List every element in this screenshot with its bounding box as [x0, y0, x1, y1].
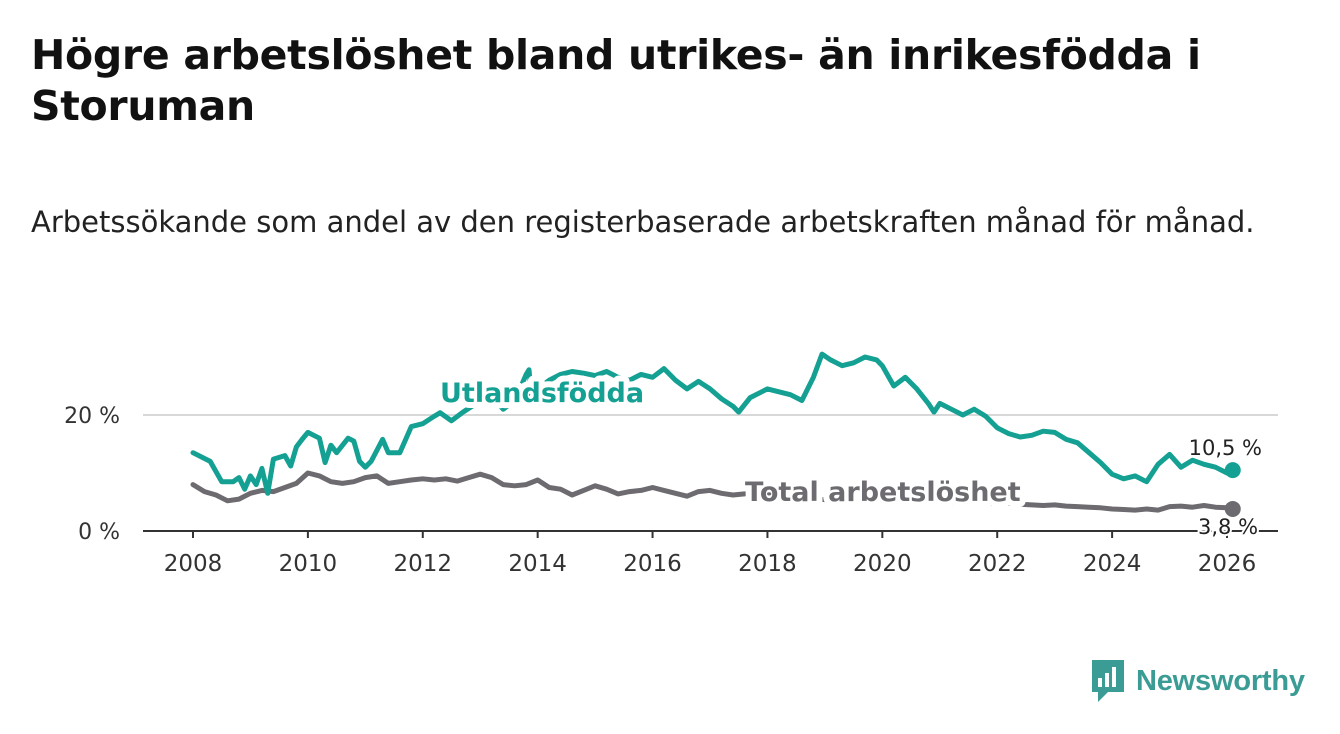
y-tick-label: 20 % — [64, 404, 120, 429]
series-line-utlandsfodda — [190, 351, 1236, 496]
chart-subtitle: Arbetssökande som andel av den registerb… — [31, 205, 1255, 239]
end-label-utlandsfodda: 10,5 % — [1189, 436, 1262, 460]
x-tick-label: 2008 — [164, 551, 223, 577]
x-tick-label: 2024 — [1083, 551, 1142, 577]
series-label-utlandsfodda: Utlandsfödda — [440, 378, 644, 409]
x-tick-label: 2010 — [279, 551, 338, 577]
series-label-total: Total arbetslöshet — [745, 477, 1021, 508]
bar-chart-icon — [1092, 660, 1124, 702]
chart-title: Högre arbetslöshet bland utrikes- än inr… — [31, 31, 1201, 130]
y-tick-label: 0 % — [78, 520, 120, 545]
x-tick-label: 2022 — [968, 551, 1027, 577]
end-point-total — [1224, 500, 1241, 517]
x-tick-label: 2026 — [1198, 551, 1257, 577]
end-label-total: 3,8 % — [1198, 515, 1258, 539]
x-tick-label: 2020 — [853, 551, 912, 577]
newsworthy-logo: Newsworthy — [1090, 658, 1305, 704]
series-line-total — [190, 470, 1236, 513]
x-tick-label: 2016 — [623, 551, 682, 577]
x-tick-label: 2018 — [738, 551, 797, 577]
x-tick-label: 2012 — [394, 551, 453, 577]
x-tick-label: 2014 — [508, 551, 567, 577]
end-point-utlandsfodda — [1224, 462, 1241, 479]
brand-name: Newsworthy — [1136, 664, 1305, 697]
